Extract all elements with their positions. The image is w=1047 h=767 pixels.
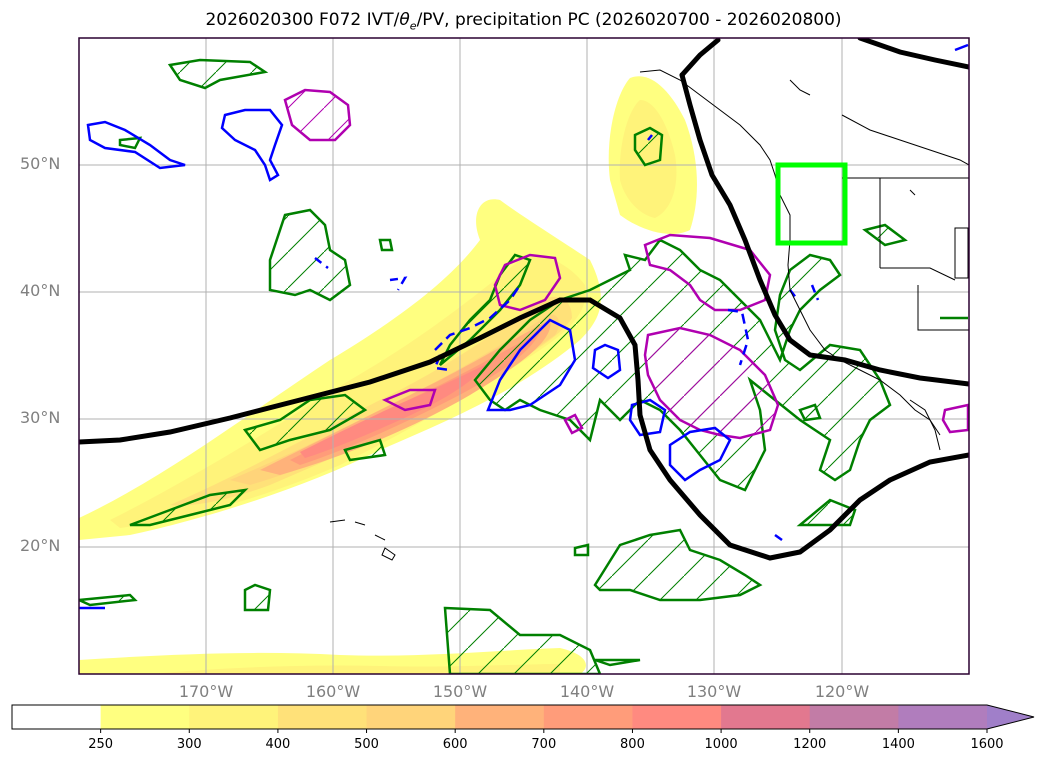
colorbar-tick-label: 500 [354, 737, 379, 752]
lat-label-20n: 20°N [20, 536, 61, 555]
colorbar [11, 704, 1035, 733]
lat-label-30n: 30°N [20, 408, 61, 427]
colorbar-tick-label: 1400 [881, 737, 915, 752]
colorbar-tick-label: 1200 [793, 737, 827, 752]
colorbar-segment [12, 705, 102, 729]
colorbar-tick-label: 300 [176, 737, 202, 752]
theta-e-neg-contours [79, 43, 969, 610]
map-frame [78, 37, 970, 675]
colorbar-tick-label: 600 [442, 737, 468, 752]
colorbar-segment [809, 705, 899, 729]
lon-label-130w: 130°W [686, 682, 742, 701]
colorbar-tick-label: 1000 [704, 737, 738, 752]
map-panel [78, 37, 970, 675]
colorbar-segment [721, 705, 811, 729]
lon-label-120w: 120°W [814, 682, 870, 701]
map-title: 2026020300 F072 IVT/θe/PV, precipitation… [205, 10, 842, 33]
theta-e-pos-contours [283, 88, 969, 440]
colorbar-segment [632, 705, 722, 729]
lon-label-160w: 160°W [305, 682, 361, 701]
pv-contours [79, 38, 969, 561]
colorbar-tick-label: 700 [531, 737, 557, 752]
lat-label-50n: 50°N [20, 154, 61, 173]
colorbar-segment [189, 705, 279, 729]
lat-label-40n: 40°N [20, 281, 61, 300]
region-box [775, 162, 848, 246]
colorbar-tick-label: 400 [265, 737, 291, 752]
colorbar-segment [898, 705, 988, 729]
colorbar-segment [100, 705, 190, 729]
colorbar-segment [277, 705, 368, 729]
colorbar-tick-label: 800 [620, 737, 645, 752]
lon-label-140w: 140°W [559, 682, 615, 701]
lon-label-170w: 170°W [178, 682, 234, 701]
lon-label-150w: 150°W [432, 682, 488, 701]
coastlines [329, 69, 969, 561]
colorbar-segment [543, 705, 634, 729]
colorbar-segment [366, 705, 456, 729]
colorbar-segment [455, 705, 545, 729]
colorbar-tick-label: 1600 [970, 737, 1004, 752]
colorbar-extend-arrow [987, 705, 1034, 729]
colorbar-tick-label: 250 [88, 737, 114, 752]
